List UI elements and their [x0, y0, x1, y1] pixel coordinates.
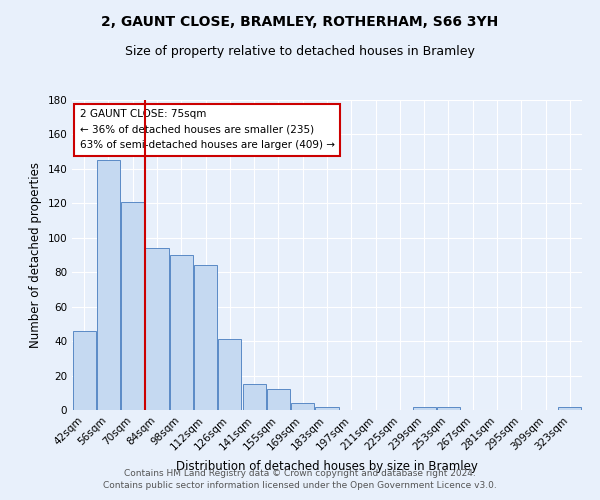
Bar — [194, 266, 217, 410]
Bar — [97, 160, 120, 410]
Bar — [218, 340, 241, 410]
Bar — [242, 384, 266, 410]
Text: 2, GAUNT CLOSE, BRAMLEY, ROTHERHAM, S66 3YH: 2, GAUNT CLOSE, BRAMLEY, ROTHERHAM, S66 … — [101, 15, 499, 29]
Bar — [73, 331, 95, 410]
Text: Size of property relative to detached houses in Bramley: Size of property relative to detached ho… — [125, 45, 475, 58]
Bar — [413, 406, 436, 410]
Text: Contains HM Land Registry data © Crown copyright and database right 2024.
Contai: Contains HM Land Registry data © Crown c… — [103, 468, 497, 490]
Bar — [437, 406, 460, 410]
Bar — [145, 248, 169, 410]
Bar — [559, 406, 581, 410]
Bar — [170, 255, 193, 410]
Bar — [291, 403, 314, 410]
Bar — [121, 202, 144, 410]
Bar — [316, 406, 338, 410]
Text: 2 GAUNT CLOSE: 75sqm
← 36% of detached houses are smaller (235)
63% of semi-deta: 2 GAUNT CLOSE: 75sqm ← 36% of detached h… — [80, 110, 335, 150]
Y-axis label: Number of detached properties: Number of detached properties — [29, 162, 42, 348]
Bar — [267, 390, 290, 410]
X-axis label: Distribution of detached houses by size in Bramley: Distribution of detached houses by size … — [176, 460, 478, 473]
